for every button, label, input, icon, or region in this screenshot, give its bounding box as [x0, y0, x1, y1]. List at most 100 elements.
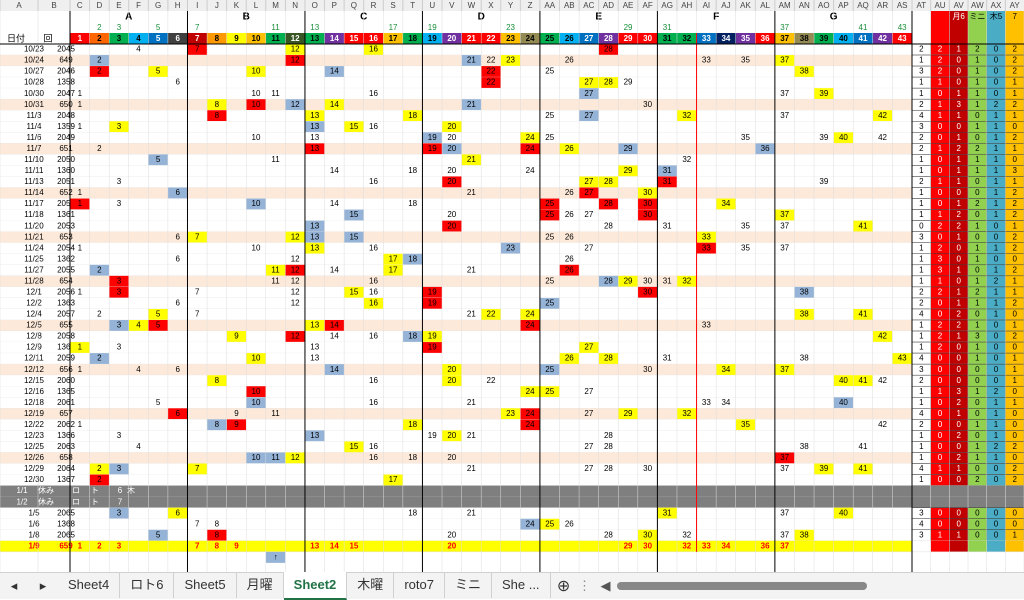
sheet-tab[interactable]: 月曜: [237, 572, 284, 598]
stats-value: 0: [975, 530, 980, 539]
scrollbar[interactable]: [616, 582, 867, 590]
header-cell: [383, 33, 403, 44]
prime-number: 31: [663, 23, 672, 32]
cell-number: 41: [859, 376, 868, 385]
stats-value: 0: [1012, 409, 1017, 418]
cell-fill: [167, 507, 188, 519]
cell-number: 32: [682, 530, 691, 539]
header-cell: [735, 33, 756, 44]
prime-number: 2: [97, 23, 102, 32]
stats-value: 1: [994, 431, 999, 440]
cell-number: 17: [389, 254, 398, 263]
cell-number: 2: [97, 56, 102, 65]
stats-value: 0: [938, 409, 943, 418]
stats-value: 2: [1012, 232, 1017, 241]
row-date: 12/8: [26, 332, 42, 341]
stats-value: 1: [919, 453, 924, 462]
stats-value: 1: [1012, 530, 1017, 539]
cell-number: 7: [195, 464, 200, 473]
cell-fill: [676, 408, 697, 420]
stats-value: 1: [956, 299, 961, 308]
cell-fill: [304, 242, 325, 254]
cell-fill: [383, 474, 403, 486]
column-letter: I: [196, 1, 198, 10]
stats-value: 3: [919, 530, 924, 539]
row-number: 1361: [57, 210, 75, 219]
tab-list: Sheet4 ロト6 Sheet5 月曜 Sheet2 木曜 roto7 ミニ She ...: [58, 572, 551, 600]
column-letter: AP: [838, 1, 849, 10]
cell-number: 4: [136, 365, 141, 374]
header-number: 1: [78, 34, 83, 43]
scroll-left[interactable]: ◀: [600, 578, 611, 593]
stats-cell: [968, 540, 987, 552]
stats-value: 1: [975, 276, 980, 285]
cell-number: 8: [215, 376, 220, 385]
cell-fill: [637, 209, 658, 221]
nav-prev[interactable]: ◂: [10, 578, 18, 593]
cell-number: 6: [175, 409, 180, 418]
column-letter: AC: [583, 1, 594, 10]
stats-value: 1: [919, 155, 924, 164]
cell-fill: [344, 209, 364, 221]
stats-value: 0: [956, 442, 961, 451]
nav-next[interactable]: ▸: [39, 578, 47, 593]
cell-number: 38: [800, 354, 809, 363]
sheet-tab[interactable]: Sheet5: [174, 572, 237, 598]
cell-number: 6: [175, 188, 180, 197]
sheet-tab[interactable]: ロト6: [120, 572, 175, 598]
cell-number: 1: [78, 288, 83, 297]
cell-number: 8: [215, 420, 220, 429]
cell-number: 10: [252, 243, 261, 252]
stats-value: 3: [919, 508, 924, 517]
sheet-tab[interactable]: 木曜: [347, 572, 395, 598]
stats-value: 1: [1012, 89, 1017, 98]
column-letter: AL: [760, 1, 770, 10]
cell-fill: [89, 474, 110, 486]
row-bg: [0, 44, 912, 56]
more[interactable]: ⋮: [578, 578, 592, 593]
cell-number: 25: [545, 199, 554, 208]
row-bg: [0, 518, 912, 530]
stats-cell: [949, 485, 969, 497]
column-letter: AJ: [721, 1, 730, 10]
stats-value: 2: [1012, 56, 1017, 65]
cell-number: 14: [330, 321, 339, 330]
cell-number: 30: [643, 530, 652, 539]
sheet-tab[interactable]: Sheet4: [58, 572, 121, 598]
header-cell: [265, 33, 286, 44]
cell-number: 42: [878, 133, 887, 142]
row-number: 655: [59, 321, 73, 330]
column-letter: AV: [954, 1, 965, 10]
cell-number: 21: [467, 100, 476, 109]
row-date: 11/11: [25, 166, 44, 175]
stats-value: 2: [956, 310, 961, 319]
stats-cell: [1005, 485, 1024, 497]
cell-number: 20: [447, 221, 456, 230]
prime-number: 19: [428, 23, 437, 32]
stats-value: 2: [938, 67, 943, 76]
stats-value: 1: [919, 398, 924, 407]
cell-number: 10: [252, 199, 261, 208]
sheet-tab[interactable]: roto7: [394, 572, 445, 598]
cell-fill: [89, 353, 110, 365]
stats-value: 2: [919, 299, 924, 308]
cell-fill: [226, 419, 247, 431]
header-cell: [892, 33, 912, 44]
stats-header: 木5: [990, 11, 1003, 21]
cell-number: 16: [369, 177, 378, 186]
cell-number: 36: [761, 541, 770, 550]
sheet-tab[interactable]: ミニ: [445, 572, 492, 598]
cell-fill: [520, 518, 540, 530]
row-number: 1363: [57, 299, 75, 308]
cell-number: 25: [545, 387, 554, 396]
cell-fill: [187, 463, 208, 475]
cell-fill: [109, 463, 129, 475]
row-number: 2045: [57, 45, 75, 54]
header-cell: [167, 33, 188, 44]
sheet-tab[interactable]: Sheet2: [283, 572, 348, 600]
stats-value: 2: [1012, 100, 1017, 109]
cell-number: 20: [447, 431, 456, 440]
add-sheet[interactable]: ⊕: [556, 578, 571, 595]
sheet-tab[interactable]: She ...: [492, 572, 551, 598]
header-number: 27: [584, 34, 593, 43]
